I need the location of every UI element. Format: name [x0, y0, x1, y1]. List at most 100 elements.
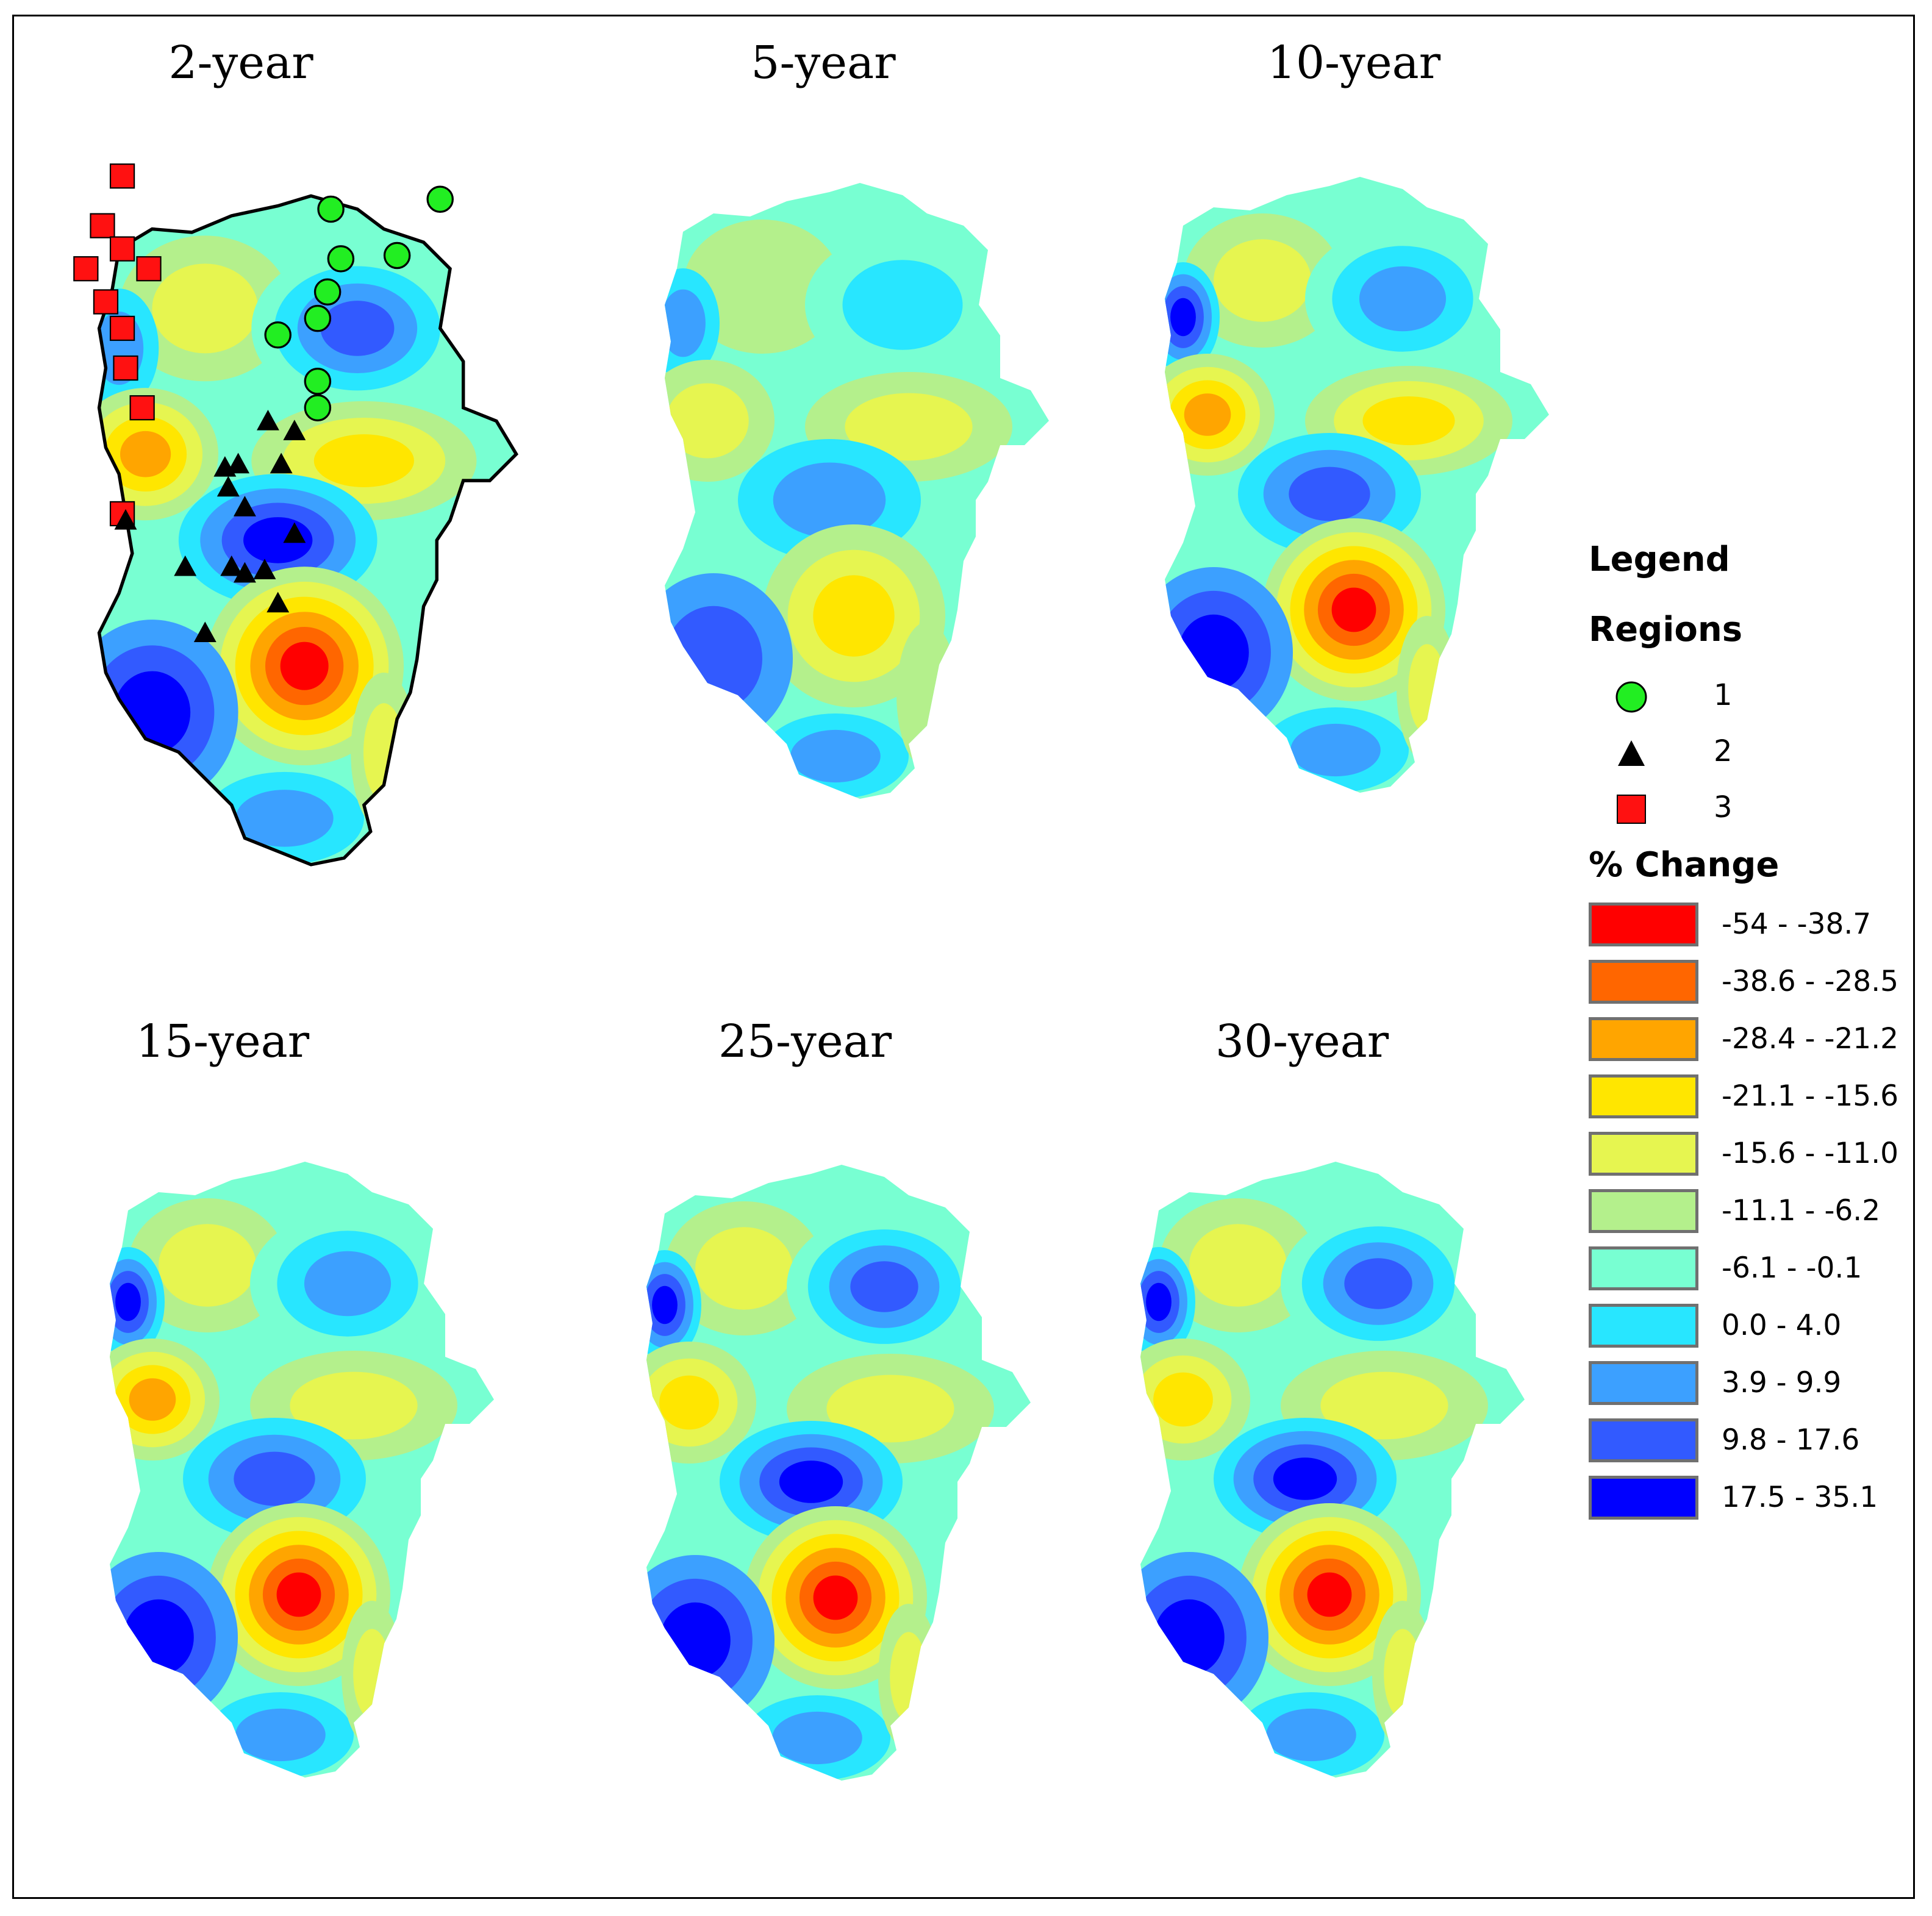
region-2-station-marker [233, 562, 256, 583]
map-contour-zone [890, 1632, 928, 1722]
map-contour-zone [1289, 466, 1370, 521]
region-3-station-marker [109, 315, 135, 341]
legend-class-row: -21.1 - -15.6 [1589, 1074, 1930, 1121]
legend-class-label: -28.4 - -21.2 [1722, 1022, 1899, 1056]
region-2-station-marker [270, 452, 293, 474]
region-2-station-marker [174, 555, 197, 576]
map-contour-zone [660, 1602, 731, 1679]
region-1-station-marker [304, 368, 332, 395]
panel-title-30-year: 30-year [1215, 1015, 1389, 1068]
legend-class-swatch [1589, 1017, 1698, 1061]
legend-title: Legend [1589, 540, 1730, 579]
map-surface [110, 1162, 494, 1778]
map-contour-zone [850, 1261, 918, 1312]
region-2-station-marker [213, 456, 237, 477]
region-1-station-marker [304, 394, 332, 421]
map-contour-zone [123, 1599, 194, 1676]
legend-class-swatch [1589, 1304, 1698, 1348]
map-contour-zone [665, 289, 706, 357]
basin-outline [97, 194, 518, 867]
legend-regions-title: Regions [1589, 610, 1743, 649]
region-1-station-marker [264, 321, 292, 349]
panel-title-15-year: 15-year [135, 1015, 310, 1068]
legend-class-row: 3.9 - 9.9 [1589, 1361, 1930, 1407]
legend-class-label: 9.8 - 17.6 [1722, 1423, 1860, 1457]
map-contour-zone [1320, 1371, 1448, 1440]
region-3-station-marker [109, 163, 135, 189]
legend-region-2-label: 2 [1714, 734, 1733, 768]
legend-class-list: -54 - -38.7 -38.6 - -28.5 -28.4 - -21.2 -21… [1589, 903, 1930, 1543]
region-3-station-marker [113, 355, 138, 381]
map-contour-zone [304, 1251, 392, 1317]
legend-class-row: -6.1 - -0.1 [1589, 1246, 1930, 1293]
legend-class-swatch [1589, 1361, 1698, 1405]
legend-class-swatch [1589, 1418, 1698, 1462]
panel-title-25-year: 25-year [718, 1015, 892, 1068]
region-1-station-marker [313, 278, 342, 306]
map-contour-zone [353, 1629, 391, 1719]
legend-class-row: -11.1 - -6.2 [1589, 1189, 1930, 1235]
map-surface [646, 1165, 1031, 1781]
legend-class-row: 17.5 - 35.1 [1589, 1476, 1930, 1522]
map-contour-zone [1359, 266, 1447, 332]
region-3-station-marker [109, 236, 135, 262]
region-3-station-marker [73, 256, 99, 282]
map-contour-zone [813, 575, 895, 657]
map-contour-zone [826, 1374, 954, 1443]
legend-class-swatch [1589, 960, 1698, 1004]
legend-class-label: -21.1 - -15.6 [1722, 1079, 1899, 1113]
map-contour-zone [773, 462, 886, 538]
map-contour-zone [779, 1460, 843, 1503]
black-triangle-icon [1618, 740, 1645, 766]
station-symbols [73, 163, 454, 643]
region-3-station-marker [93, 289, 119, 315]
map-contour-zone [1178, 614, 1249, 691]
region-3-station-marker [90, 213, 115, 238]
panel-title-2-year: 2-year [168, 37, 313, 89]
legend: Legend Regions 1 2 3 % Change -54 - -38.… [1586, 537, 1927, 1573]
legend-class-row: -54 - -38.7 [1589, 903, 1930, 949]
map-contour-zone [1214, 239, 1311, 322]
map-contour-zone [276, 1572, 321, 1617]
map-panel-10-year [1165, 177, 1549, 793]
region-2-station-marker [256, 409, 279, 431]
map-contour-zone [1384, 1629, 1422, 1719]
map-contour-zone [790, 729, 881, 783]
map-panel-30-year [1140, 1162, 1525, 1778]
region-1-station-marker [304, 304, 332, 332]
map-surface [1165, 177, 1549, 793]
map-contour-zone [1154, 1599, 1225, 1676]
region-2-station-marker [227, 452, 250, 474]
legend-class-swatch [1589, 903, 1698, 946]
legend-class-label: -11.1 - -6.2 [1722, 1194, 1881, 1228]
map-contour-zone [1189, 1224, 1287, 1307]
map-contour-zone [235, 790, 334, 847]
region-2-station-marker [283, 420, 306, 440]
map-contour-zone [659, 1375, 719, 1430]
legend-class-swatch [1589, 1476, 1698, 1520]
legend-class-label: 17.5 - 35.1 [1722, 1481, 1878, 1514]
map-contour-zone [115, 1282, 141, 1321]
legend-class-label: 0.0 - 4.0 [1722, 1309, 1842, 1342]
legend-region-3: 3 [1586, 788, 1891, 831]
legend-class-swatch [1589, 1074, 1698, 1118]
map-contour-zone [1331, 587, 1376, 632]
map-contour-zone [290, 1371, 418, 1440]
legend-class-label: -54 - -38.7 [1722, 907, 1872, 941]
map-contour-zone [813, 1575, 858, 1620]
map-contour-zone [1290, 723, 1381, 777]
map-contour-zone [1273, 1457, 1337, 1500]
panel-title-5-year: 5-year [751, 37, 896, 89]
map-contour-zone [845, 393, 973, 461]
map-contour-zone [842, 260, 963, 350]
map-panel-25-year [646, 1165, 1031, 1781]
panel-title-10-year: 10-year [1267, 37, 1441, 89]
region-2-station-marker [283, 522, 306, 543]
legend-class-swatch [1589, 1189, 1698, 1233]
region-2-station-marker [253, 559, 276, 579]
map-contour-zone [1184, 393, 1231, 436]
map-contour-zone [1153, 1372, 1213, 1427]
region-2-station-marker [193, 621, 216, 643]
map-surface [665, 183, 1049, 799]
map-contour-zone [896, 622, 957, 768]
